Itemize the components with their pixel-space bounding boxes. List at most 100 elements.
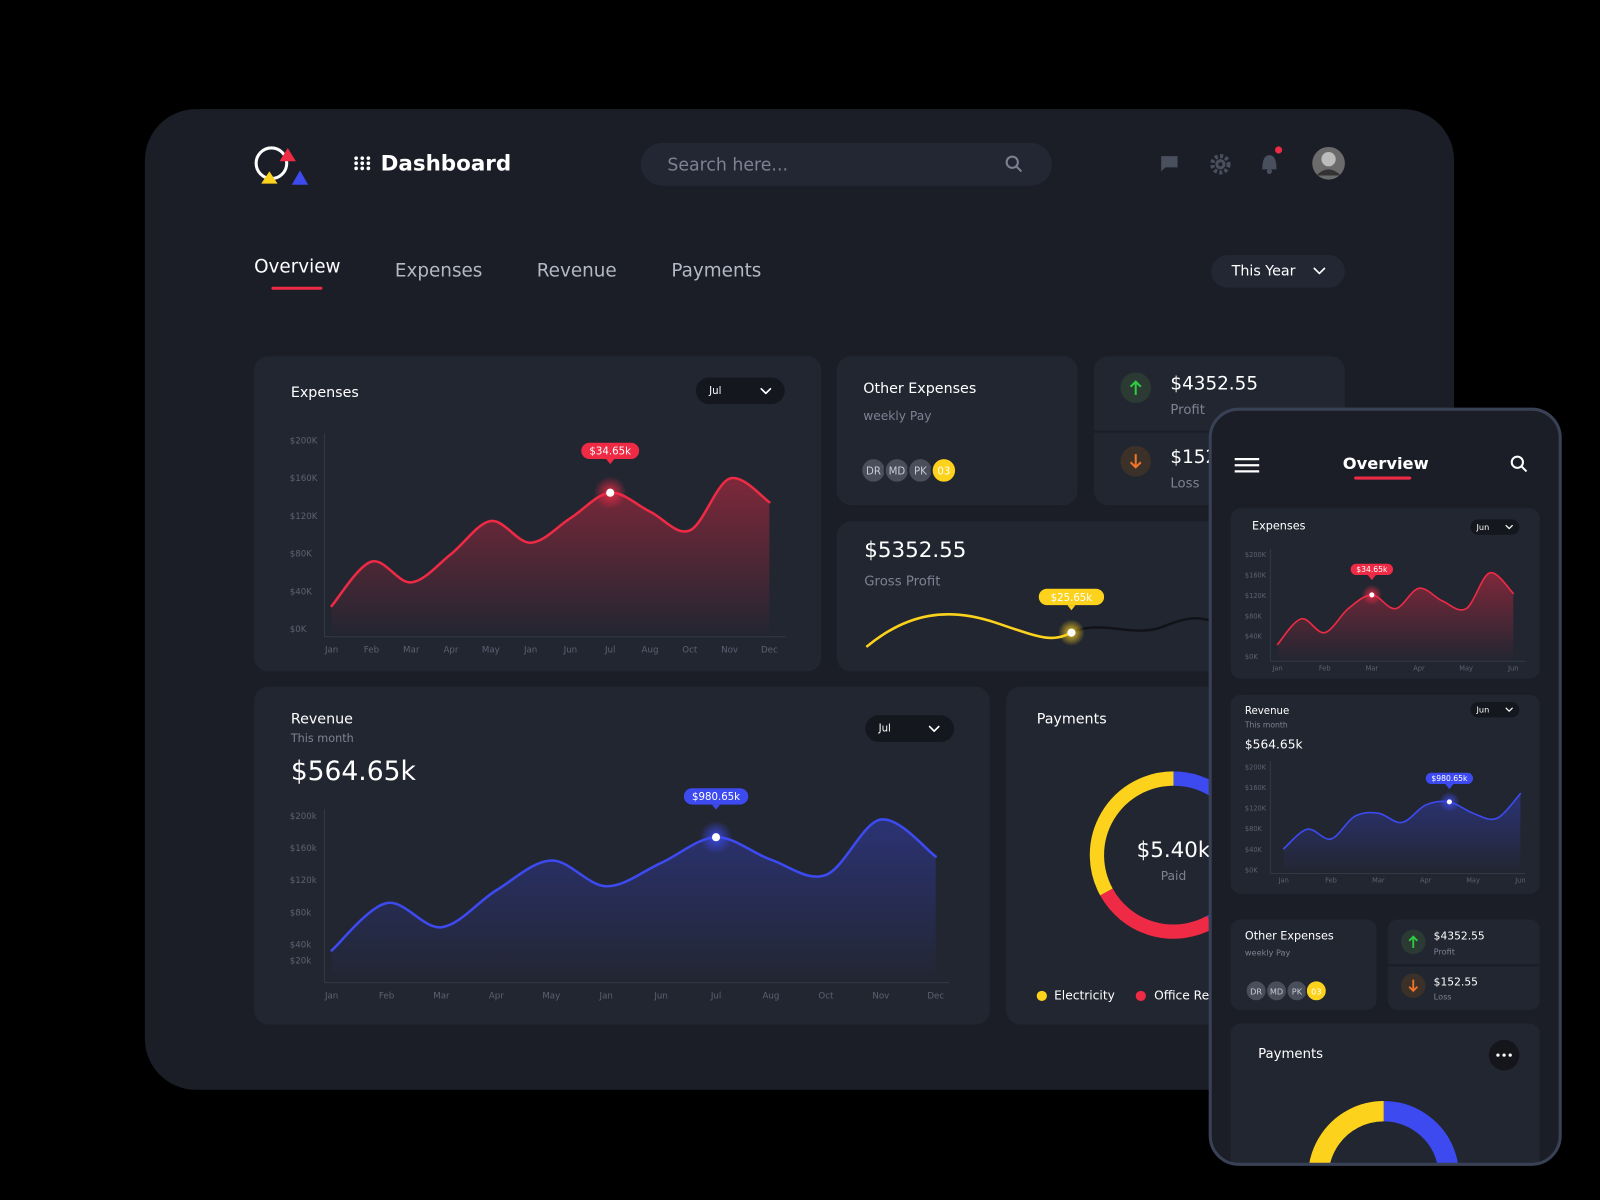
- tooltip-text: $980.65k: [692, 792, 740, 803]
- search-placeholder[interactable]: Search here...: [667, 155, 788, 175]
- avatar: MD: [883, 457, 911, 484]
- tab[interactable]: Expenses: [395, 260, 482, 281]
- x-tick-label: Mar: [1366, 664, 1379, 672]
- logo: [254, 146, 309, 185]
- x-tick-label: Oct: [682, 646, 698, 656]
- y-tick-label: $40K: [290, 587, 313, 597]
- x-tick-label: Apr: [444, 646, 459, 656]
- y-tick-label: $120K: [290, 512, 318, 522]
- dropdown-label[interactable]: Jul: [708, 386, 721, 397]
- avatar-count: 03: [1305, 979, 1328, 1002]
- payments-label: Paid: [1161, 869, 1187, 883]
- x-tick-label: Jun: [653, 991, 668, 1001]
- arrow-up: [1129, 380, 1142, 395]
- tab[interactable]: Revenue: [537, 260, 617, 281]
- dropdown-label[interactable]: Jun: [1476, 522, 1490, 532]
- chevron: [928, 725, 940, 732]
- loss-label: Loss: [1170, 477, 1199, 492]
- x-tick-label: Oct: [818, 991, 834, 1001]
- avatar-initials: MD: [889, 466, 906, 477]
- loss-label: Loss: [1434, 991, 1452, 1001]
- tooltip: [1350, 563, 1394, 575]
- x-tick-label: Apr: [1413, 664, 1425, 672]
- tab[interactable]: Payments: [671, 260, 761, 281]
- y-tick-label: $40k: [290, 940, 312, 950]
- tooltip-text: $25.65k: [1051, 593, 1093, 604]
- avatar-count-label: 03: [1311, 986, 1321, 996]
- dropdown-label[interactable]: Jul: [878, 724, 891, 735]
- y-tick-label: $200K: [290, 436, 318, 446]
- chevron: [1505, 524, 1513, 530]
- tooltip-pointer: [1367, 575, 1376, 581]
- x-tick-label: Jan: [1278, 877, 1289, 885]
- dropdown-label[interactable]: Jun: [1476, 705, 1490, 715]
- y-tick-label: $200K: [1245, 763, 1267, 771]
- card-title: Payments: [1258, 1047, 1323, 1062]
- avatar-initials: PK: [914, 466, 927, 477]
- notifications-icon[interactable]: [1262, 146, 1283, 174]
- tooltip-text: $980.65k: [1431, 774, 1468, 783]
- search-icon[interactable]: [1510, 455, 1528, 473]
- donut-segment: [1308, 1101, 1385, 1165]
- month-dropdown[interactable]: [695, 377, 785, 405]
- line: [330, 818, 937, 952]
- arrow-down: [1129, 454, 1142, 469]
- x-tick-label: Nov: [721, 646, 738, 656]
- y-tick-label: $80K: [1245, 612, 1263, 620]
- highlight-point: [1369, 592, 1375, 598]
- apps-icon[interactable]: [354, 156, 371, 171]
- gross-profit-line: [865, 613, 1072, 648]
- y-tick-label: $0K: [1245, 866, 1258, 874]
- more-dots: [1496, 1053, 1512, 1057]
- chat-icon[interactable]: [1161, 156, 1178, 172]
- tab[interactable]: Overview: [254, 256, 340, 277]
- arrow-down: [1408, 979, 1418, 993]
- menu-icon[interactable]: [1234, 458, 1260, 473]
- y-tick-label: $120k: [290, 876, 317, 886]
- legend-swatch: [1135, 990, 1146, 1002]
- settings-icon[interactable]: [1210, 154, 1231, 175]
- month-dropdown[interactable]: [865, 715, 955, 742]
- loss-value: $152.55: [1434, 976, 1478, 989]
- revenue-total: $564.65k: [1245, 737, 1304, 751]
- x-tick-label: Jan: [1271, 664, 1282, 672]
- legend-label: Electricity: [1054, 988, 1115, 1002]
- month-dropdown[interactable]: [1470, 702, 1520, 718]
- x-tick-label: Aug: [642, 646, 659, 656]
- user-avatar[interactable]: [1312, 146, 1345, 180]
- highlight-point: [1067, 628, 1076, 637]
- x-tick-label: Jan: [599, 991, 613, 1001]
- page-title: Dashboard: [381, 151, 512, 176]
- period-label[interactable]: This Year: [1231, 263, 1296, 279]
- gross-profit-label: Gross Profit: [864, 575, 940, 590]
- mobile-title: Overview: [1343, 454, 1429, 473]
- avatar: PK: [907, 457, 934, 484]
- line: [330, 476, 771, 608]
- y-tick-label: $80K: [290, 550, 313, 560]
- phone-frame: [1208, 407, 1562, 1166]
- avatar: MD: [1265, 979, 1288, 1002]
- legend-swatch: [1036, 990, 1047, 1002]
- x-tick-label: Feb: [1319, 664, 1331, 672]
- y-tick-label: $20k: [290, 956, 312, 966]
- avatar: DR: [1245, 979, 1268, 1002]
- period-dropdown[interactable]: [1211, 255, 1345, 288]
- tooltip-pointer: [711, 804, 721, 810]
- card-title: Payments: [1037, 711, 1107, 727]
- chevron: [1505, 707, 1513, 712]
- tooltip: [1038, 588, 1105, 606]
- card-title: Other Expenses: [863, 381, 976, 397]
- y-tick-label: $200K: [1245, 551, 1267, 559]
- x-tick-label: Apr: [1420, 877, 1432, 885]
- y-tick-label: $160K: [290, 474, 318, 484]
- month-dropdown[interactable]: [1470, 519, 1520, 535]
- profit-label: Profit: [1434, 947, 1455, 957]
- payments-total: $5.40k: [1137, 838, 1211, 863]
- x-tick-label: Feb: [364, 646, 380, 656]
- x-tick-label: May: [482, 646, 500, 656]
- search-icon[interactable]: [1005, 155, 1023, 173]
- search-box[interactable]: [640, 142, 1053, 186]
- tooltip: [581, 442, 640, 460]
- revenue-total: $564.65k: [291, 756, 417, 787]
- active-tab-indicator: [1354, 476, 1412, 480]
